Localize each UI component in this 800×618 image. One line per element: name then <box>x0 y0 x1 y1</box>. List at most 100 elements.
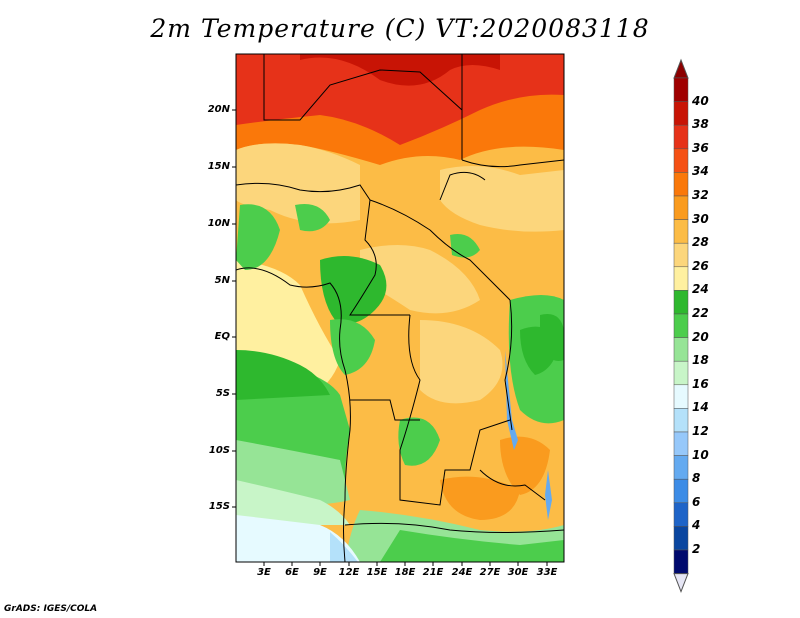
y-tick-label: 10S <box>208 445 230 456</box>
x-tick-label: 30E <box>507 567 529 578</box>
colorbar-swatch <box>673 526 689 551</box>
colorbar-swatch <box>673 502 689 527</box>
region-ocean-lighter <box>236 480 350 525</box>
colorbar-tick-label: 30 <box>692 211 709 226</box>
footer-credit: GrADS: IGES/COLA <box>4 604 98 614</box>
map-frame <box>235 53 565 563</box>
region-sahara-hottest <box>300 54 500 86</box>
colorbar-swatch <box>673 148 689 173</box>
region-sudan-cool <box>440 166 564 232</box>
map-title: 2m Temperature (C) VT:2020083118 <box>150 14 650 43</box>
region-ocean-darkgreen <box>236 350 330 400</box>
temperature-field <box>236 54 564 562</box>
y-tick-label: 5N <box>214 275 230 286</box>
y-tick-label: 15S <box>208 501 230 512</box>
colorbar-swatch <box>673 455 689 480</box>
colorbar-tick-label: 20 <box>692 329 709 344</box>
region-car-green <box>450 234 480 258</box>
region-westafrica-green <box>236 204 280 270</box>
region-sahara-hot <box>236 54 564 145</box>
colorbar-tick-label: 18 <box>692 353 709 368</box>
colorbar-tick-label: 36 <box>692 140 709 155</box>
x-tick-label: 3E <box>257 567 271 578</box>
colorbar <box>673 58 689 593</box>
border-congo-angola <box>350 399 420 421</box>
colorbar-swatch <box>673 77 689 102</box>
y-tick-label: 20N <box>207 104 230 115</box>
colorbar-swatch <box>673 172 689 197</box>
colorbar-tick-label: 10 <box>692 447 709 462</box>
colorbar-swatch <box>673 384 689 409</box>
colorbar-swatch <box>673 242 689 268</box>
border-sudan <box>461 159 564 168</box>
colorbar-tick-label: 40 <box>692 93 709 108</box>
axis-ticks <box>232 109 548 566</box>
colorbar-swatch <box>673 549 689 574</box>
x-tick-label: 9E <box>313 567 327 578</box>
colorbar-swatch <box>673 478 689 504</box>
y-tick-label: EQ <box>214 331 230 342</box>
colorbar-tick-label: 16 <box>692 376 709 391</box>
x-tick-label: 18E <box>394 567 416 578</box>
border-darfur <box>439 171 486 201</box>
border-drc-east <box>504 299 513 431</box>
x-tick-label: 15E <box>366 567 388 578</box>
y-tick-label: 10N <box>207 218 230 229</box>
x-tick-label: 33E <box>536 567 558 578</box>
colorbar-tick-label: 24 <box>692 282 709 297</box>
colorbar-tick-label: 22 <box>692 306 709 320</box>
region-cameroon-green <box>320 256 387 324</box>
colorbar-tick-label: 34 <box>692 164 709 179</box>
region-zambia-warm-2 <box>440 476 520 520</box>
border-chad-car <box>369 199 511 301</box>
colorbar-bottom-arrow <box>673 573 689 593</box>
colorbar-tick-label: 4 <box>692 518 701 533</box>
region-sahel-cool <box>236 143 360 224</box>
x-tick-label: 21E <box>422 567 444 578</box>
colorbar-swatch <box>673 360 689 386</box>
colorbar-swatch <box>673 195 689 220</box>
colorbar-swatch <box>673 219 689 244</box>
colorbar-tick-label: 28 <box>692 235 709 250</box>
colorbar-tick-label: 2 <box>692 542 701 556</box>
x-tick-label: 24E <box>451 567 473 578</box>
y-tick-label: 15N <box>207 161 230 172</box>
coastline <box>236 267 351 562</box>
y-tick-label: 5S <box>215 388 230 399</box>
colorbar-tick-label: 6 <box>692 494 701 509</box>
lake-malawi <box>545 470 552 520</box>
colorbar-swatch <box>673 124 689 150</box>
colorbar-tick-label: 38 <box>692 117 709 132</box>
border-drc-angola <box>399 314 511 506</box>
colorbar-tick-label: 32 <box>692 188 709 202</box>
colorbar-tick-label: 14 <box>692 400 709 415</box>
region-nigeria-green <box>295 204 330 232</box>
colorbar-swatch <box>673 431 689 456</box>
colorbar-swatch <box>673 337 689 362</box>
region-ocean-pale <box>236 515 360 562</box>
region-gabon-green <box>330 319 375 375</box>
x-tick-label: 12E <box>338 567 360 578</box>
colorbar-tick-label: 26 <box>692 258 709 273</box>
region-drc-pale <box>420 320 503 404</box>
region-central-pale <box>360 245 480 314</box>
lake-victoria-region <box>540 314 564 361</box>
colorbar-top-arrow <box>673 58 689 79</box>
colorbar-tick-label: 12 <box>692 424 709 438</box>
region-angola-green <box>398 417 440 466</box>
colorbar-tick-label: 8 <box>692 471 701 486</box>
colorbar-swatch <box>673 408 689 433</box>
region-south-green <box>380 530 564 562</box>
colorbar-swatch <box>673 290 689 315</box>
country-borders <box>236 54 564 562</box>
border-north <box>263 54 463 160</box>
border-namibia <box>344 522 564 533</box>
colorbar-swatch <box>673 266 689 291</box>
x-tick-label: 27E <box>479 567 501 578</box>
colorbar-swatch <box>673 101 689 126</box>
colorbar-swatch <box>673 313 689 338</box>
lake-tanganyika <box>505 350 518 450</box>
border-zambia <box>479 469 546 501</box>
region-zambia-warm <box>500 436 550 495</box>
